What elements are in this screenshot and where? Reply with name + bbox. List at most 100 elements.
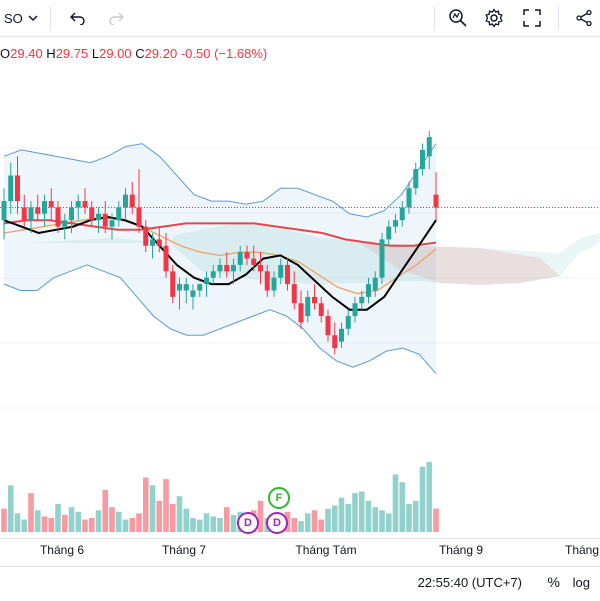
candle-body <box>271 277 277 291</box>
search-chart-icon[interactable] <box>446 6 470 30</box>
candle-body <box>197 284 203 291</box>
candle-body <box>413 169 419 189</box>
candle-body <box>352 303 358 317</box>
volume-bar <box>21 519 28 532</box>
candle-body <box>190 290 196 297</box>
volume-bar <box>34 510 41 532</box>
volume-bar <box>230 514 237 532</box>
candle-body <box>278 264 284 278</box>
volume-bar <box>365 500 372 532</box>
volume-bar <box>257 500 264 532</box>
volume-bar <box>331 505 338 532</box>
moving-average-black <box>3 215 437 311</box>
candle-body <box>264 271 270 291</box>
volume-bar <box>156 500 163 532</box>
volume-bar <box>55 504 61 532</box>
candle-body <box>129 194 135 208</box>
volume-bar <box>379 510 385 532</box>
candle-body <box>102 213 108 227</box>
candle-body <box>109 220 115 227</box>
volume-bar <box>223 507 230 532</box>
candle-body <box>386 226 392 240</box>
volume-bar <box>419 466 426 532</box>
candle-body <box>35 207 41 214</box>
open-label: O <box>0 46 11 61</box>
x-tick-label: Tháng 6 <box>39 543 85 557</box>
candle-body <box>244 252 250 259</box>
candle-body <box>426 137 432 157</box>
candle-body <box>150 239 155 246</box>
log-toggle[interactable]: log <box>572 575 590 590</box>
candle-body <box>393 220 398 227</box>
volume-bar <box>338 497 345 532</box>
volume-bar <box>311 510 318 532</box>
redo-icon[interactable] <box>104 6 128 30</box>
volume-bar <box>392 474 399 532</box>
volume-bar <box>14 513 21 532</box>
volume-bar <box>426 462 433 532</box>
event-marker-f[interactable]: F <box>268 487 290 509</box>
toolbar-divider <box>558 6 559 30</box>
event-marker-d[interactable]: D <box>266 512 288 534</box>
candle-body <box>325 316 331 336</box>
candle-body <box>177 284 182 291</box>
x-tick-label: Tháng 9 <box>438 543 484 557</box>
candle-body <box>96 213 101 221</box>
volume-bar <box>82 519 88 532</box>
candle-body <box>372 277 378 291</box>
candle-body <box>116 207 122 221</box>
volume-bar <box>291 518 298 532</box>
chevron-down-icon[interactable] <box>26 6 40 30</box>
volume-bar <box>406 504 412 532</box>
candle-body <box>339 328 344 342</box>
volume-bar <box>28 493 34 532</box>
candle-body <box>204 277 209 285</box>
ichimoku-cloud <box>360 243 560 285</box>
volume-bar <box>372 507 379 532</box>
candle-body <box>379 239 385 278</box>
ohlc-legend: O29.40 H29.75 L29.00 C29.20 -0.50 (−1.68… <box>0 46 267 61</box>
volume-bar <box>176 496 183 532</box>
volume-bar <box>163 479 169 532</box>
candle-body <box>62 220 68 227</box>
volume-bar <box>122 519 129 532</box>
undo-icon[interactable] <box>66 6 90 30</box>
close-label: C <box>135 46 145 61</box>
volume-bar <box>7 485 14 532</box>
volume-bar <box>142 477 149 532</box>
volume-bar <box>318 519 325 532</box>
candle-body <box>251 258 257 265</box>
candle-body <box>285 264 290 285</box>
volume-bar <box>385 513 392 532</box>
volume-bar <box>109 507 115 532</box>
candle-body <box>366 284 371 297</box>
symbol-label[interactable]: SO <box>4 10 23 26</box>
candle-body <box>42 201 47 214</box>
time-axis[interactable]: Tháng 6 Tháng 7 Tháng Tám Tháng 9 Tháng <box>0 538 600 563</box>
bollinger-lower-line <box>3 264 437 374</box>
volume-bar <box>41 516 48 532</box>
volume-bar <box>48 518 55 532</box>
candle-body <box>55 207 61 227</box>
event-marker-d[interactable]: D <box>237 512 259 534</box>
candle-body <box>237 252 243 265</box>
price-chart[interactable] <box>0 38 600 538</box>
clock: 22:55:40 (UTC+7) <box>417 575 522 590</box>
high-value: 29.75 <box>55 46 89 61</box>
gear-icon[interactable] <box>482 6 506 30</box>
volume-bar <box>95 510 102 532</box>
candle-body <box>183 284 189 291</box>
fullscreen-icon[interactable] <box>520 6 544 30</box>
percent-toggle[interactable]: % <box>547 574 560 590</box>
candle-body <box>312 296 317 304</box>
candle-body <box>406 188 412 208</box>
candle-body <box>399 207 405 221</box>
share-icon[interactable] <box>572 6 596 30</box>
candle-body <box>318 303 324 317</box>
candle-body <box>15 175 20 202</box>
volume-bar <box>190 518 196 532</box>
volume-bar <box>412 500 419 532</box>
status-bar: 22:55:40 (UTC+7) % log <box>0 566 600 601</box>
volume-bar <box>88 518 95 532</box>
volume-bar <box>358 491 365 532</box>
